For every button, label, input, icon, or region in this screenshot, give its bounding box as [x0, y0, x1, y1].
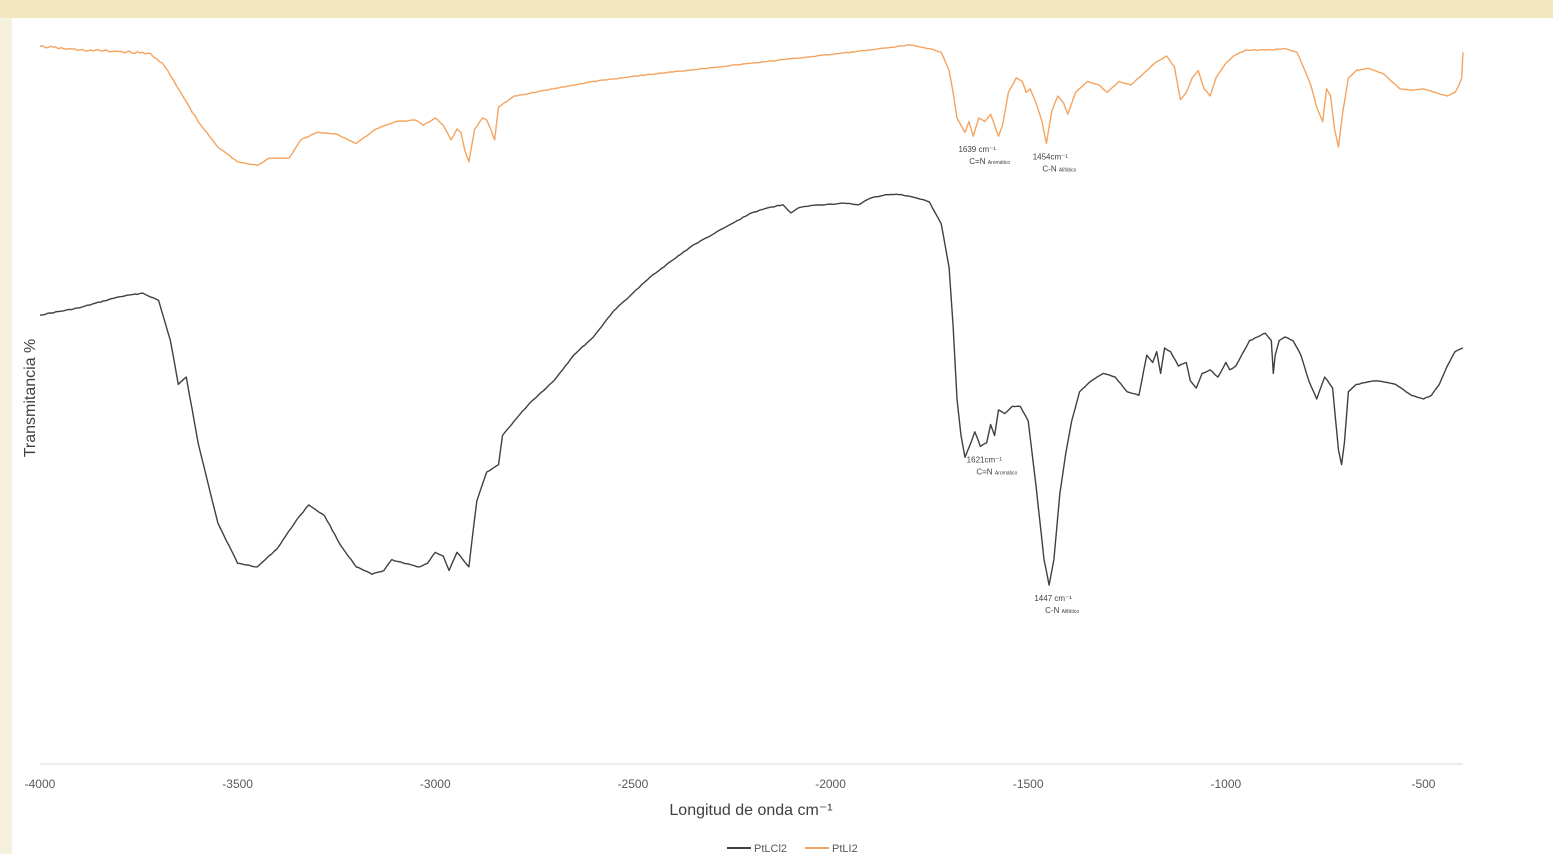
peak-wavenumber-label: 1454cm⁻¹	[1033, 153, 1069, 162]
peak-wavenumber-label: 1621cm⁻¹	[967, 455, 1003, 464]
x-tick-label: -3500	[222, 777, 253, 791]
legend: PtLCl2 PtLI2	[727, 843, 858, 854]
series-line-ptlcl2	[39, 193, 1464, 586]
x-tick-label: -2000	[815, 777, 846, 791]
x-tick-label: -4000	[25, 777, 56, 791]
peak-wavenumber-label: 1639 cm⁻¹	[958, 145, 996, 154]
peak-annotation: 1454cm⁻¹ C-N Alifático	[1033, 153, 1077, 174]
peak-wavenumber-label: 1447 cm⁻¹	[1034, 594, 1072, 603]
peak-bond-label: C-N Alifático	[1045, 606, 1079, 615]
x-tick-label: -3000	[420, 777, 451, 791]
series-layer	[39, 44, 1464, 586]
top-band	[0, 0, 1553, 18]
x-tick-label: -1500	[1013, 777, 1044, 791]
peak-annotation: 1447 cm⁻¹ C-N Alifático	[1034, 594, 1079, 615]
annotation-layer: 1639 cm⁻¹ C=N Aromático 1454cm⁻¹ C-N Alifát…	[958, 145, 1079, 615]
x-tick-label: -500	[1411, 777, 1435, 791]
peak-bond-label: C=N Aromático	[976, 467, 1017, 476]
peak-annotation: 1639 cm⁻¹ C=N Aromático	[958, 145, 1010, 166]
peak-annotation: 1621cm⁻¹ C=N Aromático	[967, 455, 1018, 476]
legend-label-ptlcl2: PtLCl2	[754, 843, 787, 854]
series-line-ptli2	[39, 44, 1464, 167]
legend-label-ptli2: PtLI2	[832, 843, 858, 854]
x-tick-label: -2500	[618, 777, 649, 791]
x-axis-title: Longitud de onda cm⁻¹	[669, 802, 832, 819]
y-axis-title: Transmitancia %	[22, 339, 39, 458]
x-tick-label: -1000	[1210, 777, 1241, 791]
peak-bond-label: C-N Alifático	[1042, 165, 1076, 174]
x-tick-labels: -4000 -3500 -3000 -2500 -2000 -1500 -1000 -500	[25, 777, 1436, 791]
peak-bond-label: C=N Aromático	[969, 157, 1010, 166]
chart-area	[12, 18, 1553, 854]
